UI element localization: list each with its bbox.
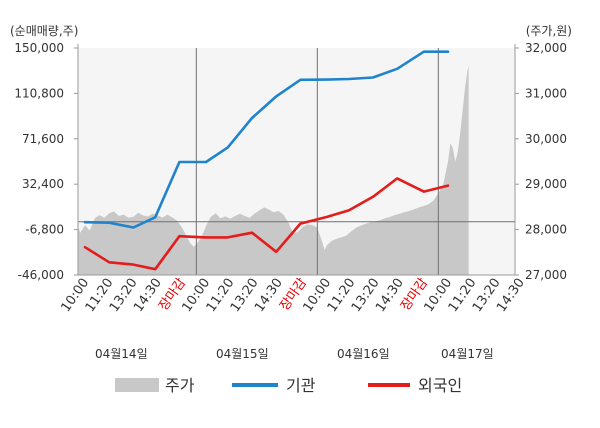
left-tick-label: 150,000 bbox=[14, 41, 64, 55]
legend-swatch-institution bbox=[232, 383, 278, 387]
price-area-layer bbox=[78, 66, 469, 275]
series-line-foreign bbox=[83, 177, 450, 271]
right-tick-label: 28,000 bbox=[525, 223, 567, 237]
legend-label-foreign: 외국인 bbox=[418, 376, 462, 395]
date-label: 04월14일 bbox=[95, 347, 148, 361]
right-tick-label: 32,000 bbox=[525, 41, 567, 55]
date-label: 04월17일 bbox=[441, 347, 494, 361]
legend-swatch-foreign bbox=[368, 383, 410, 387]
left-tick-label: -6,800 bbox=[25, 223, 64, 237]
flow-lines-layer bbox=[83, 50, 450, 271]
legend-label-price: 주가 bbox=[165, 376, 195, 395]
legend: 주가 기관 외국인 bbox=[115, 376, 462, 395]
right-axis-unit: (주가,원) bbox=[526, 24, 572, 38]
right-tick-label: 30,000 bbox=[525, 132, 567, 146]
legend-swatch-price bbox=[115, 378, 159, 392]
left-axis-unit: (순매매량,주) bbox=[10, 24, 78, 38]
series-area-price bbox=[78, 66, 469, 275]
legend-label-institution: 기관 bbox=[286, 376, 316, 395]
left-tick-label: 71,600 bbox=[22, 132, 64, 146]
right-tick-label: 31,000 bbox=[525, 86, 567, 100]
left-tick-label: -46,000 bbox=[18, 268, 64, 282]
left-tick-label: 32,400 bbox=[22, 177, 64, 191]
right-tick-label: 29,000 bbox=[525, 177, 567, 191]
right-tick-label: 27,000 bbox=[525, 268, 567, 282]
date-label: 04월16일 bbox=[337, 347, 390, 361]
left-tick-label: 110,800 bbox=[14, 86, 64, 100]
series-line-institution bbox=[83, 50, 450, 229]
date-label: 04월15일 bbox=[216, 347, 269, 361]
